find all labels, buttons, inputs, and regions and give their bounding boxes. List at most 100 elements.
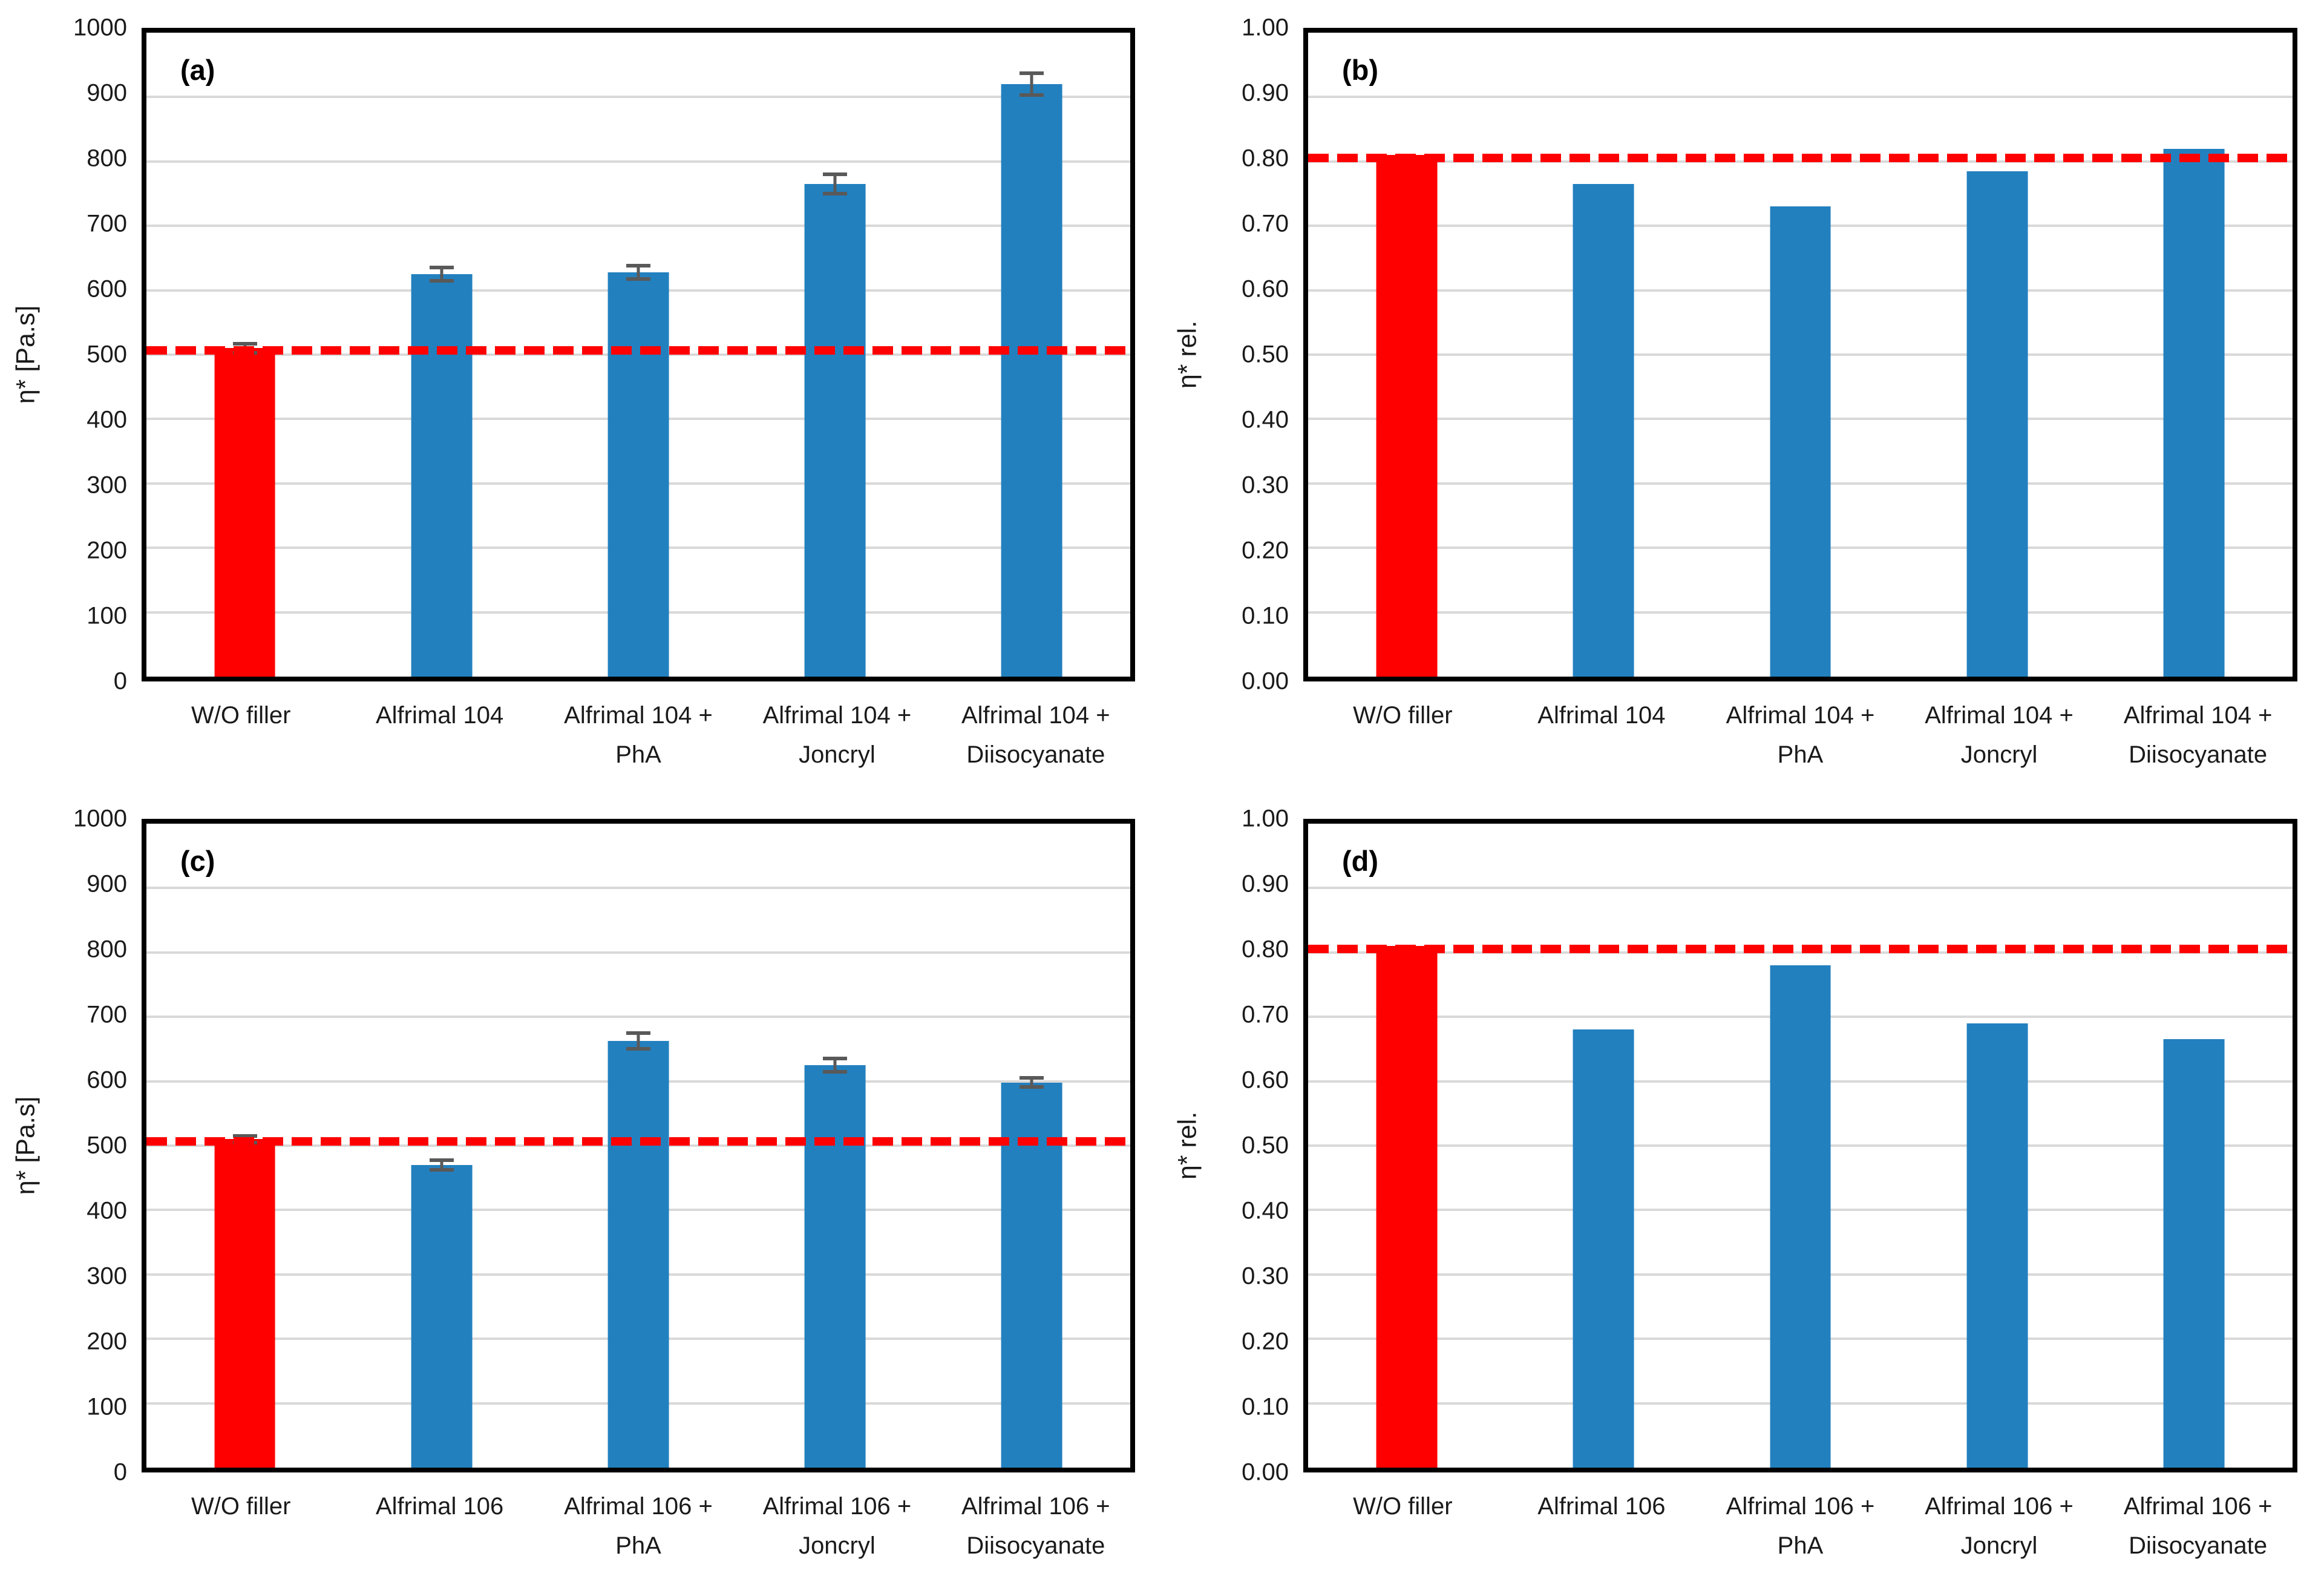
bar-slots [1308,33,2293,677]
error-bar-cap-top [232,1134,257,1138]
y-tick-label: 0.00 [1242,668,1289,695]
chart-main: (b) W/O filler Alfrimal 104 Alfrimal 104 + … [1303,28,2297,775]
x-axis-category-label: Alfrimal 104 + Joncryl [762,702,912,768]
bar-alfrimal-106-diisocyanate [1001,1082,1062,1468]
error-bar-cap-top [626,263,650,267]
y-axis-title: η* rel. [1173,1111,1202,1180]
error-bar-cap-bottom [626,277,650,281]
gridline [146,160,1130,163]
category-slot [1702,824,1899,1468]
gridline [1308,887,2293,890]
category-slot [343,824,540,1468]
y-tick-label: 900 [87,79,127,107]
x-axis-labels: W/O filler Alfrimal 106 Alfrimal 106 + PhA… [1303,1487,2297,1566]
error-bar-whisker [1030,71,1033,97]
y-tick-label: 0.20 [1242,537,1289,564]
category-slot [1308,824,1505,1468]
x-axis-category-label: Alfrimal 106 + Joncryl [1925,1493,2074,1559]
category-slot [1899,824,2095,1468]
error-bar-cap-top [1020,71,1044,75]
x-axis-category-label: W/O filler [191,1493,291,1520]
y-tick-label: 0 [113,1459,127,1486]
gridline [146,225,1130,228]
y-tick-label: 400 [87,406,127,433]
error-bar-whisker [440,1158,444,1172]
panel-label: (c) [180,845,215,877]
y-axis-ticks: 1.00 0.90 0.80 0.70 0.60 0.50 0.40 0.30 0.20 0.10… [1214,806,1303,1486]
bar-alfrimal-106-joncryl [804,1065,866,1468]
y-axis-ticks: 1000 900 800 700 600 500 400 300 200 100 0 [52,15,142,695]
category-slot [146,33,343,677]
panel-d: η* rel. 1.00 0.90 0.80 0.70 0.60 0.50 0.40 0.30 0… [1162,791,2324,1582]
y-tick-label: 1000 [73,805,127,832]
x-axis-category-label: W/O filler [1353,702,1453,729]
bar-slots [146,33,1130,677]
category-slot [2096,33,2293,677]
gridline [146,1016,1130,1019]
plot-area: (b) [1303,28,2297,681]
y-tick-label: 100 [87,602,127,629]
category-slot [343,33,540,677]
error-bar [429,266,454,283]
y-tick-label: 0.40 [1242,1197,1289,1224]
bar-alfrimal-104-pha [1770,206,1831,677]
y-tick-label: 0.70 [1242,1001,1289,1028]
bar-alfrimal-104-joncryl [1966,171,2028,677]
x-axis-category-label: Alfrimal 106 + Diisocyanate [2123,1493,2273,1559]
x-axis-category-label: Alfrimal 104 + PhA [564,702,713,768]
y-tick-label: 600 [87,275,127,303]
error-bar-cap-bottom [1020,1085,1044,1089]
y-tick-label: 0.20 [1242,1328,1289,1355]
y-axis-ticks: 1000 900 800 700 600 500 400 300 200 100 0 [52,806,142,1486]
reference-dashed-line [1308,154,2293,163]
error-bar-cap-top [429,1158,454,1163]
error-bar [626,263,650,281]
bar-slots [1308,824,2293,1468]
gridline [146,951,1130,954]
error-bar-cap-bottom [823,192,848,196]
error-bar-whisker [833,172,837,196]
error-bar-cap-bottom [626,1046,650,1051]
x-axis-category-label: Alfrimal 104 + Diisocyanate [2123,702,2273,768]
error-bar-cap-top [626,1031,650,1035]
bar-alfrimal-104-joncryl [804,184,866,677]
x-axis-category-label: Alfrimal 106 [1537,1493,1666,1520]
y-tick-label: 500 [87,1132,127,1159]
y-tick-label: 700 [87,1001,127,1028]
y-tick-label: 500 [87,341,127,368]
reference-dashed-line [146,346,1130,355]
x-axis-labels: W/O filler Alfrimal 104 Alfrimal 104 + PhA… [142,696,1135,775]
reference-dashed-line [146,1137,1130,1146]
error-bar-whisker [1030,1076,1033,1089]
y-tick-label: 900 [87,870,127,898]
y-tick-label: 0.50 [1242,341,1289,368]
error-bar [1020,71,1044,97]
x-axis-category-label: Alfrimal 106 + PhA [564,1493,713,1559]
x-axis-category-label: Alfrimal 106 + Diisocyanate [961,1493,1110,1559]
y-axis-ticks: 1.00 0.90 0.80 0.70 0.60 0.50 0.40 0.30 0.20 0.10… [1214,15,1303,695]
y-tick-label: 400 [87,1197,127,1224]
bar-alfrimal-106-diisocyanate [2163,1039,2225,1468]
panel-label: (a) [180,54,215,86]
category-slot [1505,33,1701,677]
error-bar [823,172,848,196]
y-tick-label: 0.10 [1242,1393,1289,1420]
y-tick-label: 1.00 [1242,14,1289,41]
error-bar-whisker [833,1057,837,1074]
panel-b: η* rel. 1.00 0.90 0.80 0.70 0.60 0.50 0.40 0.30 0… [1162,0,2324,791]
bar-alfrimal-104-diisocyanate [1001,84,1062,677]
error-bar-cap-top [823,1057,848,1061]
error-bar-cap-bottom [429,278,454,283]
category-slot [146,824,343,1468]
x-axis-category-label: Alfrimal 104 + Joncryl [1925,702,2074,768]
bar-alfrimal-106-joncryl [1966,1023,2028,1468]
error-bar-cap-bottom [429,1167,454,1172]
category-slot [737,824,934,1468]
y-tick-label: 1000 [73,14,127,41]
gridline [146,96,1130,99]
x-axis-category-label: Alfrimal 106 + Joncryl [762,1493,912,1559]
error-bar-cap-top [232,341,257,346]
category-slot [540,824,736,1468]
y-tick-label: 700 [87,210,127,237]
